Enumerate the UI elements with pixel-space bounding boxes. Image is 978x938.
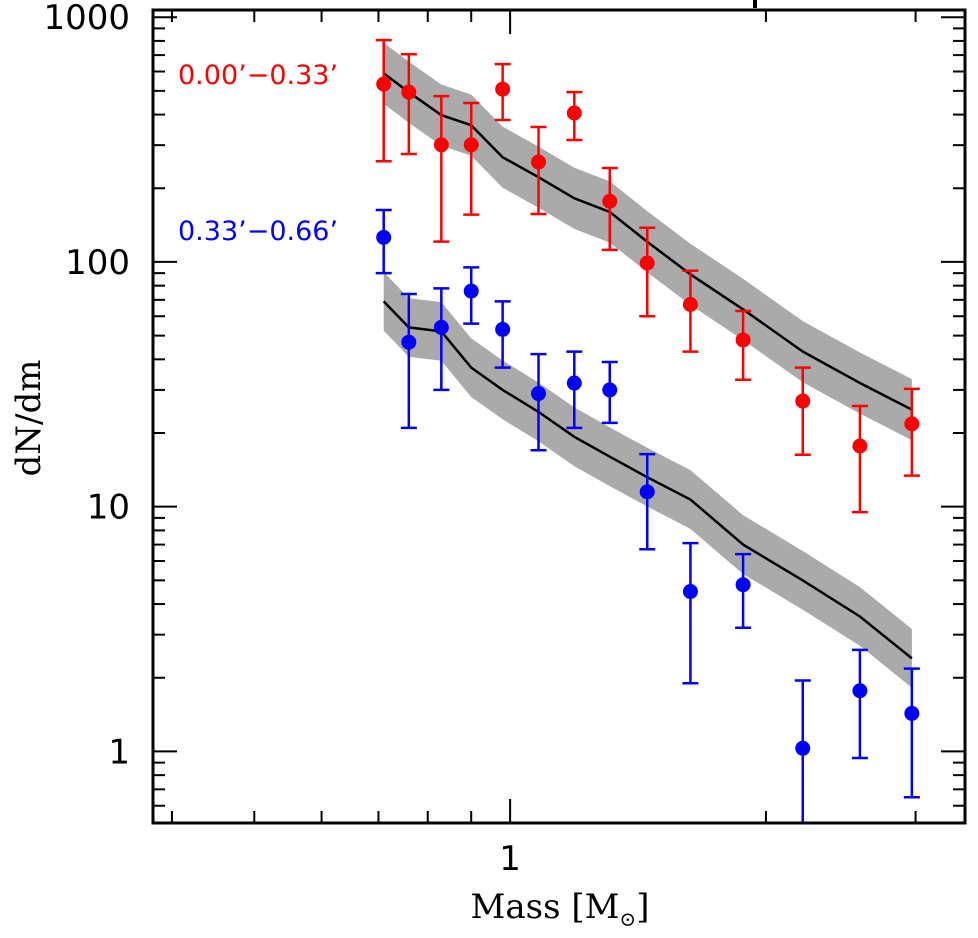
x-axis-label-sun-symbol: ⊙ bbox=[619, 907, 636, 931]
data-point-inner bbox=[463, 137, 479, 153]
data-point-outer bbox=[433, 319, 449, 335]
data-point-outer bbox=[639, 484, 655, 500]
axes bbox=[151, 8, 967, 825]
data-point-inner bbox=[639, 255, 655, 271]
data-point-inner bbox=[376, 76, 392, 92]
data-point-outer bbox=[531, 386, 547, 402]
data-point-inner bbox=[904, 416, 920, 432]
data-point-outer bbox=[463, 283, 479, 299]
tick-labels: 1 1 10 100 1000 bbox=[43, 0, 520, 879]
data-point-inner bbox=[795, 393, 811, 409]
data-point-outer bbox=[795, 740, 811, 756]
y-tick-label: 1000 bbox=[43, 0, 130, 38]
data-point-outer bbox=[602, 382, 618, 398]
data-point-inner bbox=[433, 137, 449, 153]
y-axis-label: dN/dm bbox=[9, 360, 49, 477]
model-line-inner bbox=[382, 72, 913, 411]
ticks bbox=[153, 10, 965, 823]
error-bars bbox=[375, 38, 920, 823]
x-tick-label: 1 bbox=[499, 839, 521, 879]
data-points bbox=[376, 76, 920, 756]
title-fragment bbox=[753, 0, 757, 8]
data-point-outer bbox=[852, 683, 868, 699]
model-lines bbox=[382, 72, 913, 660]
data-point-inner bbox=[566, 105, 582, 121]
y-tick-label: 10 bbox=[87, 488, 130, 528]
legend: 0.00’−0.33’ 0.33’−0.66’ bbox=[178, 60, 338, 247]
data-point-outer bbox=[904, 705, 920, 721]
data-point-inner bbox=[682, 297, 698, 313]
x-axis-label-main: Mass [M bbox=[471, 887, 620, 927]
data-point-outer bbox=[376, 229, 392, 245]
data-point-inner bbox=[735, 332, 751, 348]
y-tick-label: 1 bbox=[108, 732, 130, 772]
legend-label-outer: 0.33’−0.66’ bbox=[178, 216, 338, 247]
data-point-outer bbox=[682, 584, 698, 600]
plot-frame bbox=[151, 8, 967, 825]
data-point-outer bbox=[495, 321, 511, 337]
data-point-outer bbox=[566, 375, 582, 391]
data-point-inner bbox=[401, 84, 417, 100]
data-point-outer bbox=[735, 577, 751, 593]
data-point-inner bbox=[852, 438, 868, 454]
legend-label-inner: 0.00’−0.33’ bbox=[178, 60, 338, 91]
data-point-inner bbox=[495, 81, 511, 97]
data-point-inner bbox=[531, 154, 547, 170]
data-point-inner bbox=[602, 193, 618, 209]
model-line-outer bbox=[382, 300, 913, 660]
x-axis-label-close: ] bbox=[636, 887, 649, 927]
y-tick-label: 100 bbox=[65, 243, 130, 283]
x-axis-label: Mass [M⊙] bbox=[471, 887, 650, 931]
model-bands bbox=[383, 42, 912, 688]
data-point-outer bbox=[401, 334, 417, 350]
